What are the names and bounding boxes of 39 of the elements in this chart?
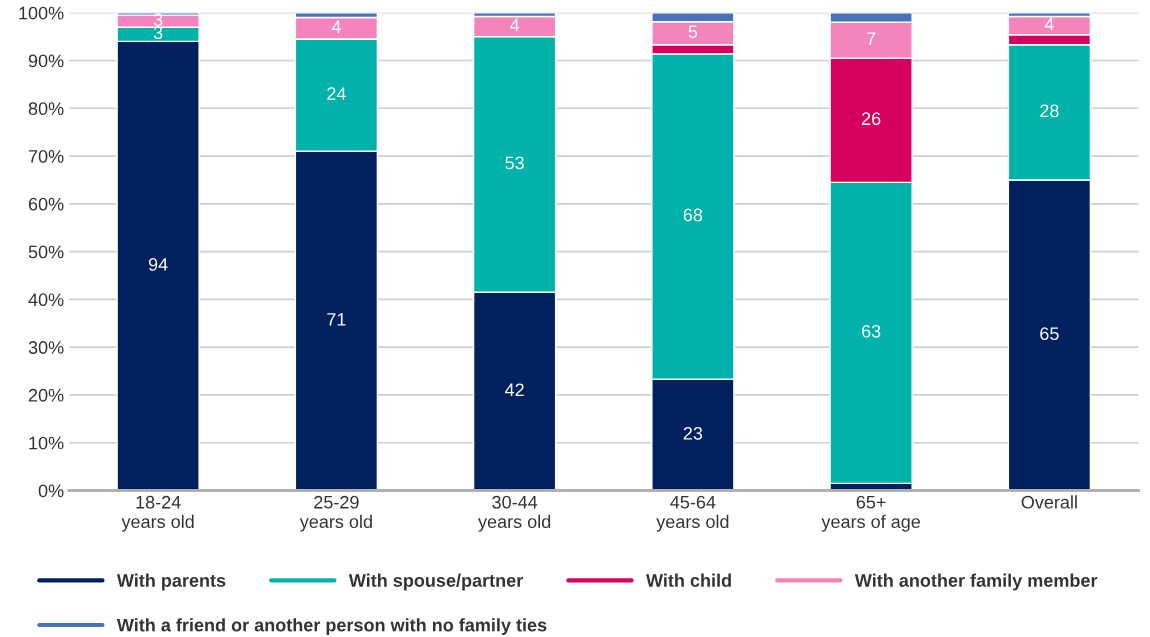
data-label: 24: [327, 87, 346, 100]
data-label: 7: [867, 32, 876, 45]
x-tick-label: 65+ years of age: [821, 495, 921, 532]
y-tick-label: 70%: [28, 150, 64, 163]
data-label: 42: [505, 383, 524, 397]
y-tick-label: 80%: [28, 102, 64, 116]
y-tick-label: 20%: [28, 388, 64, 402]
y-tick-label: 100%: [19, 6, 64, 20]
y-tick-label: 10%: [29, 436, 64, 450]
x-tick-label: 30-44 years old: [478, 495, 551, 532]
data-label: 26: [861, 112, 881, 126]
data-label: 28: [1040, 104, 1059, 118]
data-label: 3: [153, 13, 163, 26]
y-tick-label: 40%: [28, 293, 64, 307]
legend-label: With parents: [116, 573, 226, 591]
legend-label: With child: [646, 573, 731, 587]
data-label: 63: [862, 324, 881, 338]
x-tick-label: 45-64 years old: [656, 495, 729, 532]
data-label: 23: [683, 426, 703, 440]
x-tick-label: 18-24 years old: [121, 495, 194, 532]
y-tick-label: 60%: [28, 197, 64, 211]
data-label: 4: [510, 18, 520, 32]
data-label: 65: [1040, 327, 1059, 341]
data-label: 4: [331, 20, 341, 33]
data-label: 94: [148, 258, 168, 271]
y-tick-label: 90%: [28, 54, 64, 68]
legend-label: With another family member: [854, 573, 1098, 591]
y-tick-label: 0%: [38, 484, 64, 498]
legend-label: With spouse/partner: [348, 573, 523, 591]
data-label: 53: [505, 156, 524, 170]
x-tick-label: Overall: [1021, 495, 1077, 509]
data-label: 4: [1044, 17, 1054, 31]
y-tick-label: 50%: [28, 245, 64, 259]
data-label: 71: [327, 313, 346, 326]
data-label: 68: [683, 208, 703, 222]
x-tick-label: 25-29 years old: [299, 495, 372, 532]
legend-label: With a friend or another person with no family ties: [116, 618, 547, 636]
data-label: 5: [688, 25, 698, 39]
y-tick-label: 30%: [28, 341, 64, 354]
